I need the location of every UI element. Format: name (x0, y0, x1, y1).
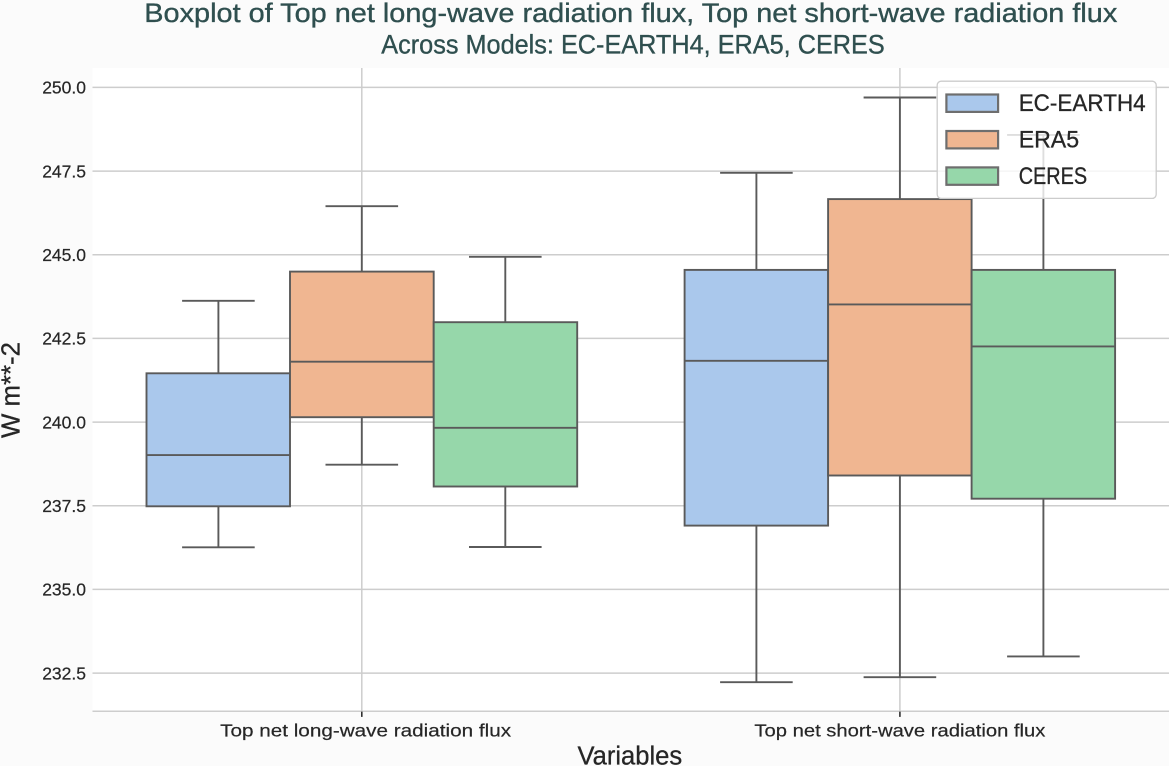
svg-text:247.5: 247.5 (42, 161, 86, 181)
svg-text:Across Models: EC-EARTH4, ERA5: Across Models: EC-EARTH4, ERA5, CERES (381, 30, 885, 60)
svg-text:W m**-2: W m**-2 (0, 342, 26, 438)
svg-text:ERA5: ERA5 (1019, 126, 1079, 153)
svg-text:Boxplot of Top net long-wave r: Boxplot of Top net long-wave radiation f… (144, 0, 1118, 28)
svg-text:235.0: 235.0 (42, 580, 86, 600)
svg-text:Top net short-wave radiation f: Top net short-wave radiation flux (754, 721, 1045, 741)
svg-text:Top net long-wave radiation fl: Top net long-wave radiation flux (220, 721, 511, 741)
svg-text:Variables: Variables (577, 742, 682, 766)
svg-text:240.0: 240.0 (42, 412, 86, 432)
svg-text:242.5: 242.5 (42, 329, 86, 349)
svg-text:CERES: CERES (1019, 163, 1087, 190)
svg-text:EC-EARTH4: EC-EARTH4 (1019, 90, 1146, 117)
svg-text:237.5: 237.5 (42, 496, 86, 516)
svg-text:250.0: 250.0 (42, 78, 86, 98)
svg-text:245.0: 245.0 (42, 245, 86, 265)
svg-text:232.5: 232.5 (42, 663, 86, 683)
